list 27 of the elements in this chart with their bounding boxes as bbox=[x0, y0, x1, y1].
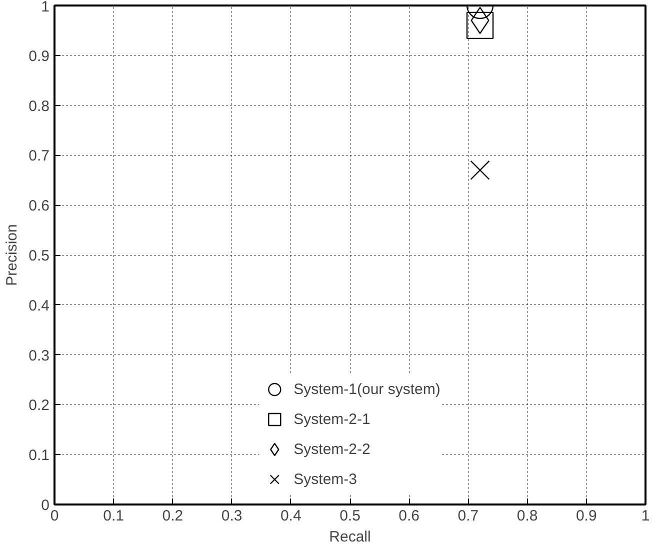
y-tick-label: 0.3 bbox=[28, 347, 50, 364]
legend-label: System-2-2 bbox=[294, 440, 370, 460]
x-tick-label: 0.9 bbox=[576, 508, 597, 524]
x-tick-label: 0.3 bbox=[221, 508, 242, 524]
x-tick-label: 0.1 bbox=[103, 508, 124, 524]
x-tick-label: 1 bbox=[641, 508, 650, 524]
y-axis-title: Precision bbox=[4, 224, 21, 286]
y-tick-label: 0.2 bbox=[28, 397, 50, 414]
legend-label: System-2-1 bbox=[294, 410, 370, 430]
y-tick-label: 0.7 bbox=[28, 148, 50, 165]
x-tick-label: 0.5 bbox=[340, 508, 360, 524]
y-tick-label: 0.6 bbox=[28, 198, 50, 215]
x-tick-label: 0.8 bbox=[516, 508, 538, 524]
y-tick-label: 0.1 bbox=[28, 447, 50, 464]
y-tick-label: 0.9 bbox=[28, 48, 50, 65]
y-tick-label: 0.4 bbox=[28, 297, 50, 314]
legend-label: System-1(our system) bbox=[294, 380, 440, 400]
y-tick-label: 1 bbox=[41, 0, 50, 16]
y-tick-label: 0.8 bbox=[28, 98, 50, 115]
x-tick-label: 0.7 bbox=[458, 508, 479, 524]
y-tick-label: 0.5 bbox=[28, 248, 50, 264]
x-tick-label: 0.6 bbox=[398, 508, 420, 524]
y-tick-label: 0 bbox=[41, 497, 50, 514]
x-tick-label: 0.4 bbox=[280, 508, 302, 524]
legend-label: System-3 bbox=[294, 470, 358, 490]
x-tick-label: 0.2 bbox=[162, 508, 184, 524]
x-axis-title: Recall bbox=[329, 528, 371, 546]
